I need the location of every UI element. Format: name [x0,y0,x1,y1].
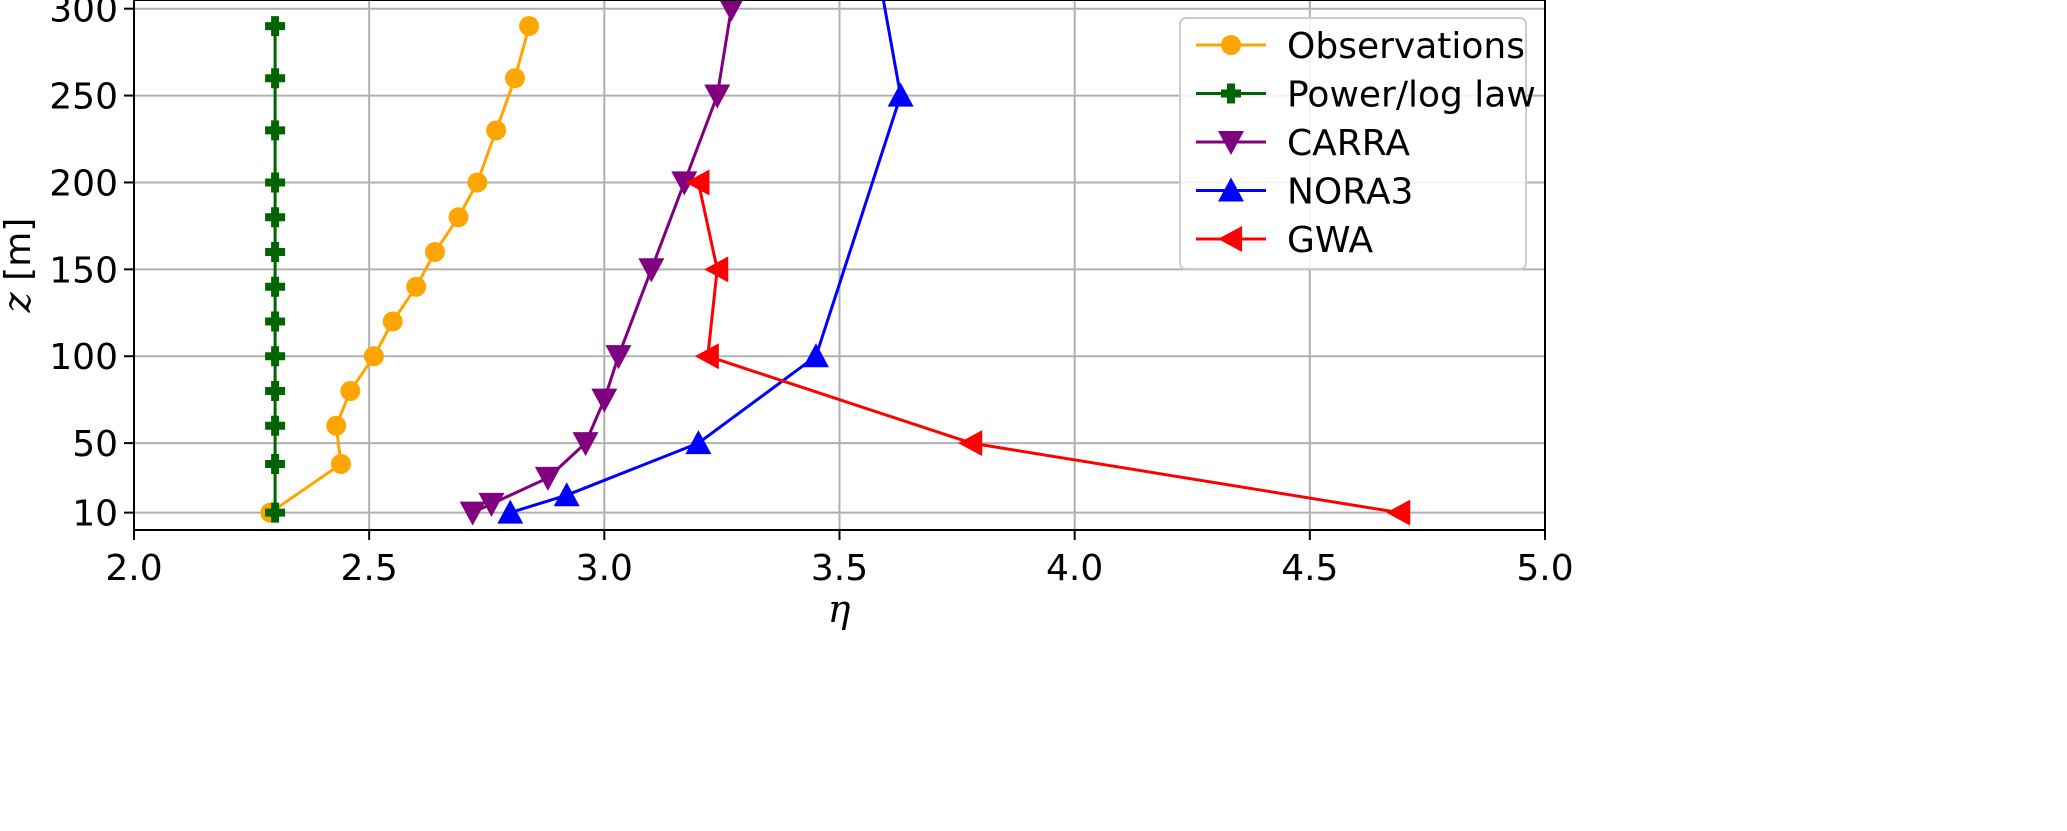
data-point-nora3 [553,482,580,507]
legend-item-observations: Observations [1196,26,1525,67]
series-layer [260,0,1411,526]
data-point-observations [448,207,469,228]
series-gwa [685,169,1411,526]
data-point-power-log-law [265,241,286,262]
data-point-observations [330,453,351,474]
y-axis-label: z [m] [0,218,39,314]
data-point-observations [467,172,488,193]
series-carra [459,0,744,526]
data-point-observations [363,346,384,367]
legend-item-power-log-law: Power/log law [1196,75,1536,116]
data-point-observations [382,311,403,332]
legend-item-carra: CARRA [1196,123,1410,164]
legend-label: CARRA [1287,123,1410,164]
x-tick-label: 3.0 [576,548,633,589]
data-point-power-log-law [265,311,286,332]
data-point-power-log-law [265,120,286,141]
x-axis-label: η [828,587,851,631]
legend-marker [1218,130,1244,155]
data-point-power-log-law [265,16,286,37]
data-point-carra [572,432,599,457]
data-point-carra [591,388,618,413]
data-point-gwa [694,343,719,370]
data-point-carra [704,84,731,109]
legend-marker [1221,83,1241,104]
legend-marker [1218,226,1243,252]
legend-label: NORA3 [1287,172,1413,213]
series-nora3 [497,0,914,524]
x-tick-label: 4.5 [1281,548,1338,589]
data-point-nora3 [497,499,524,524]
data-point-carra [459,501,486,526]
data-point-power-log-law [265,207,286,228]
legend-label: Observations [1287,26,1525,67]
data-point-gwa [704,256,729,283]
data-point-gwa [1386,499,1411,526]
y-tick-label: 200 [49,163,118,204]
x-axis: 2.0 2.5 3.0 3.5 4.0 4.5 5.0 [105,530,1574,589]
data-point-carra [478,492,505,517]
x-tick-label: 2.0 [105,548,162,589]
legend-item-nora3: NORA3 [1196,172,1413,213]
data-point-carra [719,0,744,22]
data-point-observations [425,241,446,262]
y-tick-label: 250 [49,77,118,118]
data-point-power-log-law [265,415,286,436]
legend-marker [1218,177,1244,202]
data-point-power-log-law [265,276,286,297]
x-tick-label: 2.5 [341,548,398,589]
series-line-carra [471,8,733,514]
legend: Observations Power/log law CARRA NORA3 GWA [1179,17,1536,270]
data-point-observations [326,415,347,436]
data-point-power-log-law [265,68,286,89]
data-point-nora3 [802,343,829,368]
y-tick-label: 300 [49,0,118,31]
data-point-power-log-law [265,346,286,367]
legend-item-gwa: GWA [1196,220,1374,261]
legend-label: GWA [1287,220,1374,261]
data-point-observations [486,120,507,141]
data-point-observations [504,68,525,89]
data-point-carra [605,345,632,370]
series-power-log-law [265,16,286,523]
data-point-observations [340,380,361,401]
data-point-gwa [958,430,983,457]
y-axis: 10 50 100 150 200 250 300 [49,0,134,535]
x-tick-label: 3.5 [811,548,868,589]
data-point-power-log-law [265,453,286,474]
series-observations [260,16,540,523]
data-point-power-log-law [265,172,286,193]
y-tick-label: 100 [49,337,118,378]
data-point-carra [534,466,561,491]
data-point-carra [671,171,698,196]
x-tick-label: 5.0 [1516,548,1573,589]
y-tick-label: 150 [49,250,118,291]
series-line-nora3 [509,0,903,515]
y-axis-label-variable: z [0,291,39,313]
y-axis-label-unit: [m] [0,218,39,293]
data-point-gwa [685,169,710,196]
data-point-power-log-law [265,502,286,523]
legend-marker [1221,35,1241,55]
x-tick-label: 4.0 [1046,548,1103,589]
data-point-observations [519,16,540,37]
data-point-power-log-law [265,380,286,401]
legend-label: Power/log law [1287,75,1536,116]
data-point-carra [638,258,665,283]
y-tick-label: 10 [72,494,118,535]
data-point-nora3 [685,430,712,455]
legend-frame [1179,17,1527,270]
data-point-nora3 [887,82,914,107]
data-point-observations [406,276,427,297]
y-tick-label: 50 [72,424,118,465]
